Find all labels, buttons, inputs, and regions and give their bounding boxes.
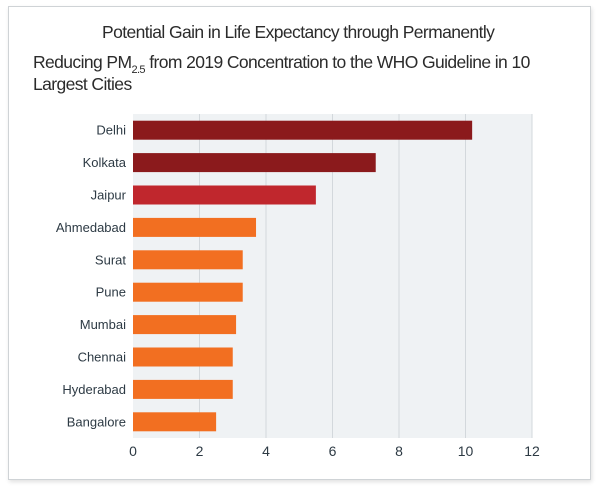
bar-delhi	[133, 120, 473, 140]
x-tick-label: 0	[129, 443, 137, 459]
category-label: Ahmedabad	[56, 220, 126, 235]
chart-title-line-3: Largest Cities	[33, 74, 132, 94]
category-label: Jaipur	[91, 188, 127, 203]
bar-pune	[133, 282, 243, 302]
category-label: Surat	[95, 252, 126, 267]
chart-title-line-1: Potential Gain in Life Expectancy throug…	[102, 22, 495, 42]
category-label: Chennai	[78, 350, 127, 365]
chart-title-line-2: Reducing PM2.5 from 2019 Concentration t…	[33, 52, 530, 76]
bar-chennai	[133, 347, 233, 367]
x-tick-label: 8	[395, 443, 403, 459]
title-text: Reducing PM	[33, 52, 132, 72]
x-tick-label: 2	[196, 443, 204, 459]
x-tick-label: 4	[262, 443, 270, 459]
category-label: Kolkata	[83, 155, 127, 170]
bar-jaipur	[133, 185, 316, 205]
bar-mumbai	[133, 315, 237, 335]
x-tick-label: 12	[524, 443, 540, 459]
x-tick-label: 10	[458, 443, 474, 459]
title-subscript: 2.5	[131, 64, 145, 76]
category-label: Pune	[96, 285, 126, 300]
bar-surat	[133, 250, 243, 270]
x-tick-label: 6	[329, 443, 337, 459]
bar-hyderabad	[133, 379, 233, 399]
category-label: Mumbai	[80, 317, 126, 332]
category-label: Hyderabad	[62, 382, 126, 397]
category-label: Delhi	[96, 123, 126, 138]
bar-ahmedabad	[133, 217, 257, 237]
bar-kolkata	[133, 153, 376, 173]
bar-bangalore	[133, 412, 217, 432]
category-label: Bangalore	[67, 414, 126, 429]
title-text: from 2019 Concentration to the WHO Guide…	[144, 52, 530, 72]
